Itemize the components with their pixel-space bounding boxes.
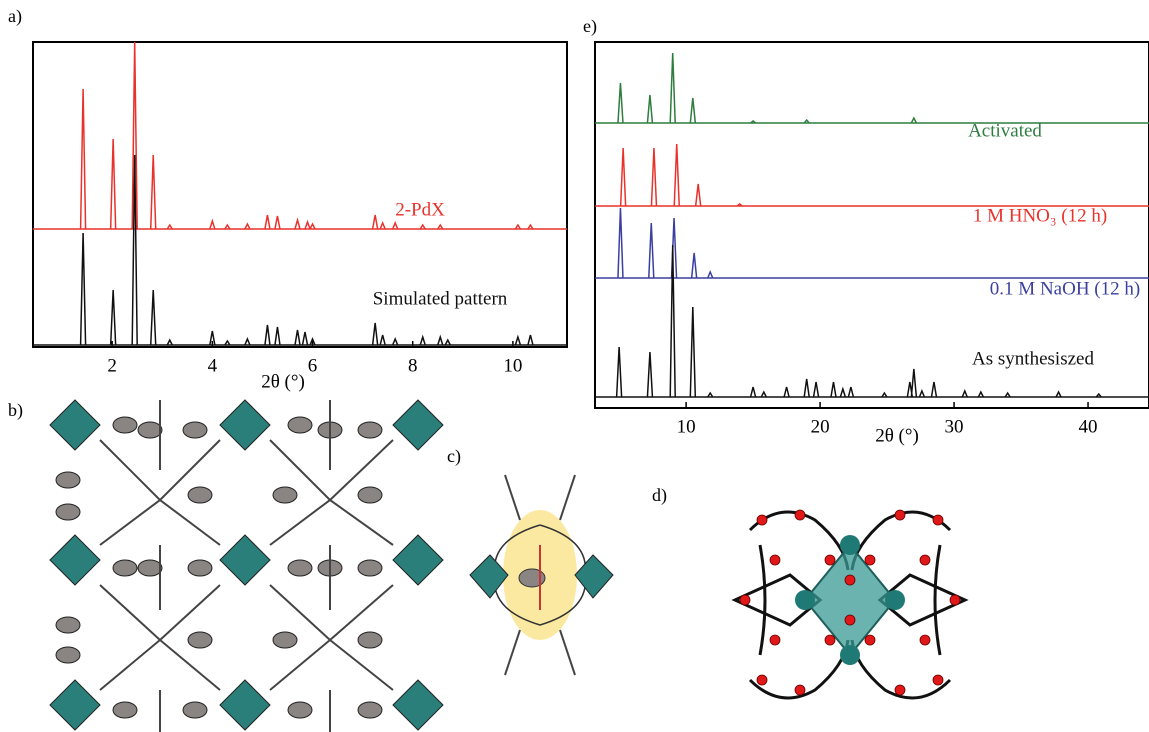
peak <box>848 387 853 397</box>
peak <box>373 323 378 345</box>
peak <box>618 83 623 123</box>
panel-label: d) <box>652 485 667 506</box>
peak <box>295 330 300 345</box>
peak <box>647 95 652 123</box>
series-label: 0.1 M NaOH (12 h) <box>990 278 1140 299</box>
x-tick-label: 30 <box>945 416 964 437</box>
series-label: 2-PdX <box>395 199 445 220</box>
peak <box>210 221 215 229</box>
peak <box>295 220 300 229</box>
peak <box>380 223 385 229</box>
series-label: As synthesiszed <box>972 348 1094 369</box>
peak <box>420 337 425 345</box>
peak <box>670 245 675 397</box>
peak <box>265 215 270 229</box>
peak <box>265 325 270 345</box>
peak <box>373 215 378 229</box>
peak <box>692 253 697 278</box>
peak <box>911 369 916 397</box>
panel-label: b) <box>8 400 23 421</box>
x-tick-label: 10 <box>503 355 522 376</box>
peak <box>111 139 116 229</box>
series-label: Activated <box>968 120 1042 141</box>
x-tick-label: 10 <box>677 416 696 437</box>
x-tick-label: 4 <box>208 355 218 376</box>
peak <box>962 391 967 397</box>
framework-structure <box>50 400 443 732</box>
peak <box>438 337 443 345</box>
x-axis-label: 2θ (°) <box>261 371 305 392</box>
peak <box>690 98 695 123</box>
panel-label: a) <box>8 6 22 27</box>
peak <box>804 379 809 397</box>
cluster-structure <box>735 510 965 698</box>
peak <box>617 347 622 397</box>
peak <box>831 382 836 397</box>
peak <box>515 337 520 345</box>
peak <box>151 155 156 229</box>
x-tick-label: 20 <box>811 416 830 437</box>
peak <box>303 332 308 345</box>
peak <box>931 382 936 397</box>
peak <box>919 391 924 397</box>
peak <box>840 389 845 397</box>
peak <box>696 184 701 206</box>
peak <box>528 335 533 345</box>
peak <box>784 387 789 397</box>
series-label: 1 M HNO₃ (12 h) <box>973 205 1107 226</box>
peak <box>393 339 398 345</box>
peak <box>621 148 626 206</box>
panel-label: c) <box>447 446 461 467</box>
x-tick-label: 40 <box>1079 416 1098 437</box>
peak <box>649 223 654 278</box>
peak <box>275 327 280 345</box>
peak <box>618 208 623 278</box>
cavity-structure <box>470 475 613 675</box>
peak <box>647 352 652 397</box>
peak <box>651 148 656 206</box>
peak <box>751 387 756 397</box>
panel-label: e) <box>583 16 597 37</box>
peak <box>674 144 679 206</box>
peak <box>670 53 675 123</box>
peak <box>245 339 250 345</box>
peak <box>275 216 280 229</box>
series-label: Simulated pattern <box>373 288 508 309</box>
peak <box>708 272 713 278</box>
peak <box>690 307 695 397</box>
peak <box>393 223 398 229</box>
x-tick-label: 6 <box>308 355 318 376</box>
peak <box>81 233 86 345</box>
peak <box>81 89 86 229</box>
x-axis-label: 2θ (°) <box>875 425 919 446</box>
peak <box>305 222 310 229</box>
x-tick-label: 8 <box>408 355 418 376</box>
peak <box>151 290 156 345</box>
figure: a) e) b) c) d) <box>0 0 1149 732</box>
peak <box>111 290 116 345</box>
peak <box>380 335 385 345</box>
peak <box>814 382 819 397</box>
x-tick-label: 2 <box>107 355 117 376</box>
